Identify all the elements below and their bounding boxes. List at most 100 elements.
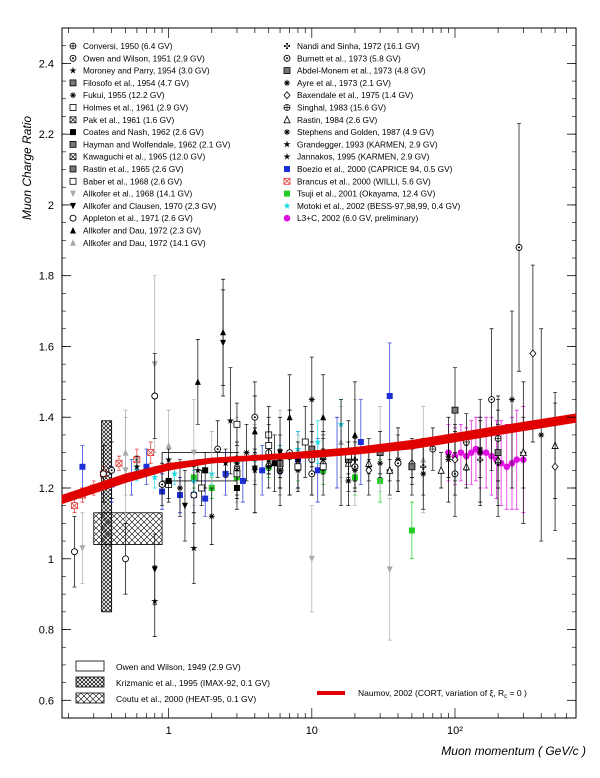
y-tick-label: 0.8 bbox=[39, 625, 54, 637]
legend-left-label: Moroney and Parry, 1954 (3.0 GV) bbox=[83, 66, 210, 76]
legend-left-label: Baber et al., 1968 (2.6 GV) bbox=[83, 176, 182, 186]
legend-right-label: Burnett et al., 1973 (5.8 GV) bbox=[297, 53, 401, 63]
legend-right-label: Singhal, 1983 (15.6 GV) bbox=[297, 103, 386, 113]
data-point bbox=[251, 466, 259, 474]
data-point bbox=[451, 406, 459, 414]
y-tick-label: 0.6 bbox=[39, 695, 54, 707]
data-point bbox=[468, 449, 475, 456]
legend-right-marker bbox=[284, 190, 290, 197]
legend-left-label: Holmes et al., 1961 (2.9 GV) bbox=[83, 103, 188, 113]
y-tick-label: 1.4 bbox=[39, 412, 54, 424]
data-point bbox=[233, 420, 241, 428]
data-point bbox=[538, 431, 545, 438]
series-2 bbox=[190, 452, 415, 560]
y-tick-label: 1.8 bbox=[39, 271, 54, 283]
y-tick-label: 1.2 bbox=[39, 483, 54, 495]
data-point bbox=[214, 445, 222, 453]
data-point bbox=[437, 465, 445, 474]
legend-right-label: Ayre et al., 1973 (2.1 GV) bbox=[297, 78, 391, 88]
naumov-curve-band bbox=[61, 413, 577, 505]
data-point bbox=[151, 597, 159, 605]
data-point bbox=[133, 462, 141, 470]
data-point bbox=[477, 446, 484, 453]
legend-right-marker bbox=[284, 79, 290, 86]
data-point bbox=[202, 467, 209, 474]
data-point bbox=[143, 463, 150, 470]
data-point bbox=[190, 544, 198, 552]
data-point bbox=[429, 445, 437, 453]
legend-left-label: Allkofer et al., 1968 (14.1 GV) bbox=[83, 189, 193, 199]
legend-bottom-label: Coutu et al., 2000 (HEAT-95, 0.1 GV) bbox=[116, 694, 256, 704]
data-point bbox=[108, 466, 116, 474]
data-point bbox=[394, 459, 402, 467]
legend-left-marker bbox=[69, 153, 77, 161]
data-point bbox=[176, 485, 183, 491]
data-point bbox=[308, 555, 315, 563]
legend-right-label: Boezio et al., 2000 (CAPRICE 94, 0.5 GV) bbox=[297, 164, 453, 174]
series-19 bbox=[151, 367, 294, 637]
data-point bbox=[551, 462, 559, 471]
legend-left-label: Kawaguchi et al., 1965 (12.0 GV) bbox=[83, 152, 205, 162]
data-point bbox=[301, 438, 309, 446]
legend-left-label: Allkofer and Dau, 1972 (14.1 GV) bbox=[83, 238, 206, 248]
axis-layer: 0.6 0.8 1 1.2 1.4 1.6 1.8 2 2.2 2.4 1 10 10² bbox=[39, 27, 577, 737]
data-point bbox=[122, 449, 129, 456]
legend-left-marker bbox=[69, 165, 77, 173]
series-20 bbox=[176, 356, 345, 545]
legend-left-marker bbox=[70, 239, 76, 246]
legend-left-label: Hayman and Wolfendale, 1962 (2.1 GV) bbox=[83, 139, 231, 149]
data-point bbox=[451, 455, 459, 464]
legend-right-marker bbox=[284, 166, 290, 172]
legend-left-marker bbox=[69, 104, 77, 111]
legend-left-label: Allkofer and Dau, 1972 (2.3 GV) bbox=[83, 226, 201, 236]
data-point bbox=[208, 513, 215, 520]
legend-right-marker bbox=[283, 177, 291, 185]
series-15 bbox=[233, 264, 559, 531]
y-tick-label: 2 bbox=[48, 200, 54, 212]
data-point bbox=[519, 448, 527, 457]
legend-bottom-label: Owen and Wilson, 1949 (2.9 GV) bbox=[116, 662, 241, 672]
data-point bbox=[488, 396, 495, 403]
legend-right-label: Rastin, 1984 (2.6 GV) bbox=[297, 115, 377, 125]
data-point bbox=[202, 495, 209, 502]
legend-right-label: Motoki et al., 2002 (BESS-97,98,99, 0.4 … bbox=[297, 201, 460, 211]
data-point bbox=[386, 465, 394, 474]
data-point bbox=[408, 463, 416, 471]
legend-left-marker bbox=[70, 202, 76, 210]
y-tick-label: 1 bbox=[48, 554, 54, 566]
data-point bbox=[115, 459, 123, 467]
data-point bbox=[408, 527, 415, 534]
legend-left-marker bbox=[69, 140, 77, 148]
data-point bbox=[503, 463, 511, 471]
legend-right-marker bbox=[283, 54, 291, 62]
x-tick-label: 10 bbox=[306, 725, 318, 737]
legend-left-marker bbox=[69, 79, 77, 87]
legend-bottom-label: Krizmanic et al., 1995 (IMAX-92, 0.1 GV) bbox=[116, 678, 270, 688]
legend-right-label: Baxendale et al., 1975 (1.4 GV) bbox=[297, 90, 413, 100]
data-point bbox=[251, 413, 259, 421]
data-point bbox=[222, 459, 230, 467]
data-point bbox=[99, 470, 107, 478]
legend-left-label: Appleton et al., 1971 (2.6 GV) bbox=[83, 213, 193, 223]
legend-right-marker bbox=[283, 115, 291, 124]
legend-left-marker bbox=[70, 92, 76, 99]
data-point bbox=[190, 491, 198, 499]
data-point bbox=[482, 449, 490, 456]
data-point bbox=[529, 349, 537, 358]
legend-right-label: Stephens and Golden, 1987 (4.9 GV) bbox=[297, 127, 434, 137]
data-point bbox=[294, 463, 302, 471]
data-point bbox=[190, 449, 197, 457]
data-point bbox=[314, 438, 322, 446]
legend-left-label: Conversi, 1950 (6.4 GV) bbox=[83, 41, 173, 51]
data-point bbox=[508, 396, 515, 403]
legend-left-marker bbox=[69, 214, 77, 222]
data-point bbox=[314, 467, 321, 474]
data-point bbox=[170, 470, 179, 477]
y-axis-title-wrapper: Muon Charge Ratio bbox=[6, 30, 34, 330]
legend-right-marker bbox=[284, 129, 290, 136]
x-axis-title: Muon momentum ( GeV/c ) bbox=[441, 744, 586, 758]
legend-right-marker bbox=[283, 152, 291, 160]
legend-right-label: Abdel-Monem et al., 1973 (4.8 GV) bbox=[297, 66, 426, 76]
data-point bbox=[165, 477, 172, 484]
